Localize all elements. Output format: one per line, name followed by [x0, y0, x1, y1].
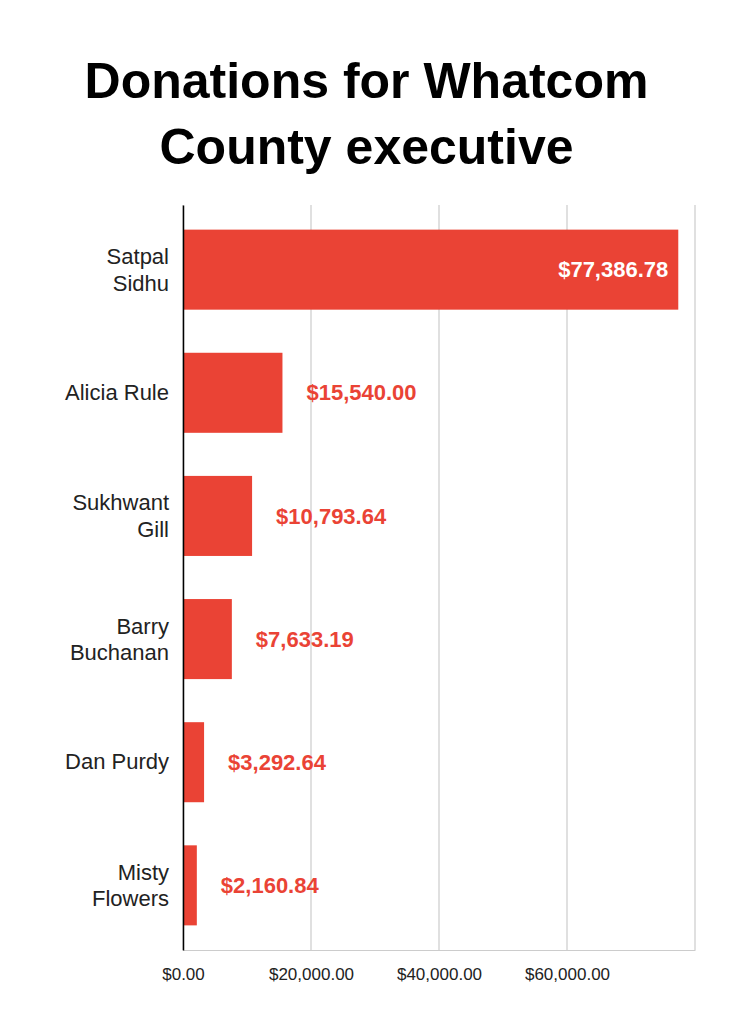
y-tick: SatpalSidhu [107, 244, 183, 295]
bar [183, 353, 282, 433]
y-tick-label-line: Sukhwant [72, 490, 169, 515]
y-tick-label: Alicia Rule [65, 380, 169, 405]
grid-line [310, 205, 311, 950]
x-tick: $40,000.00 [397, 950, 482, 984]
data-labels: $77,386.78 $15,540.00 $10,793.64 $7,633.19 $… [221, 257, 668, 898]
title-line: Donations for Whatcom [85, 53, 649, 109]
y-tick-label-line: Sidhu [113, 271, 169, 296]
bar [183, 722, 204, 802]
y-axis-line [183, 206, 185, 951]
y-tick: SukhwantGill [72, 490, 183, 541]
x-tick: $60,000.00 [525, 950, 610, 984]
x-tick-label: $20,000.00 [269, 965, 354, 984]
grid-line [438, 205, 439, 950]
y-tick-label-line: Barry [116, 614, 169, 639]
bars [183, 230, 678, 926]
bar [183, 845, 197, 925]
plot: $0.00 $20,000.00 $40,000.00 $60,000.00 Satpa… [65, 205, 695, 984]
y-tick: Dan Purdy [65, 749, 183, 774]
grid [183, 205, 567, 950]
grid-line [566, 205, 567, 950]
x-axis: $0.00 $20,000.00 $40,000.00 $60,000.00 [162, 950, 695, 984]
data-label: $10,793.64 [276, 504, 387, 529]
y-tick-label: Dan Purdy [65, 749, 169, 774]
bar [183, 599, 232, 679]
data-label: $2,160.84 [221, 873, 320, 898]
y-tick-label: SukhwantGill [72, 490, 169, 541]
x-axis-line [184, 950, 696, 951]
data-label: $7,633.19 [256, 627, 354, 652]
y-tick-label-line: Misty [118, 860, 169, 885]
x-tick: $20,000.00 [269, 950, 354, 984]
range-end-line [694, 205, 695, 950]
data-label: $15,540.00 [306, 380, 416, 405]
y-tick-label-line: Flowers [92, 886, 169, 911]
chart-container: Donations for Whatcom County executive $0.… [0, 0, 733, 1024]
y-tick-label-line: Satpal [107, 244, 169, 269]
y-tick: MistyFlowers [92, 860, 183, 911]
y-axis: SatpalSidhu Alicia Rule SukhwantGill BarryB… [65, 206, 183, 951]
y-tick: BarryBuchanan [70, 614, 183, 665]
title-line: County executive [159, 119, 573, 175]
bar [183, 230, 678, 310]
grid-line [182, 205, 183, 950]
y-tick-label: BarryBuchanan [70, 614, 169, 665]
y-tick-label: MistyFlowers [92, 860, 169, 911]
y-tick-label-line: Gill [137, 517, 169, 542]
x-tick: $0.00 [162, 950, 205, 984]
y-tick: Alicia Rule [65, 380, 183, 405]
bar [183, 476, 252, 556]
x-tick-label: $0.00 [162, 965, 205, 984]
y-tick-label: SatpalSidhu [107, 244, 169, 295]
data-label: $77,386.78 [558, 257, 668, 282]
x-tick-label: $40,000.00 [397, 965, 482, 984]
chart-svg: Donations for Whatcom County executive $0.… [0, 0, 733, 1024]
x-tick-label: $60,000.00 [525, 965, 610, 984]
title: Donations for Whatcom County executive [85, 53, 649, 175]
data-label: $3,292.64 [228, 750, 327, 775]
y-tick-label-line: Buchanan [70, 640, 169, 665]
